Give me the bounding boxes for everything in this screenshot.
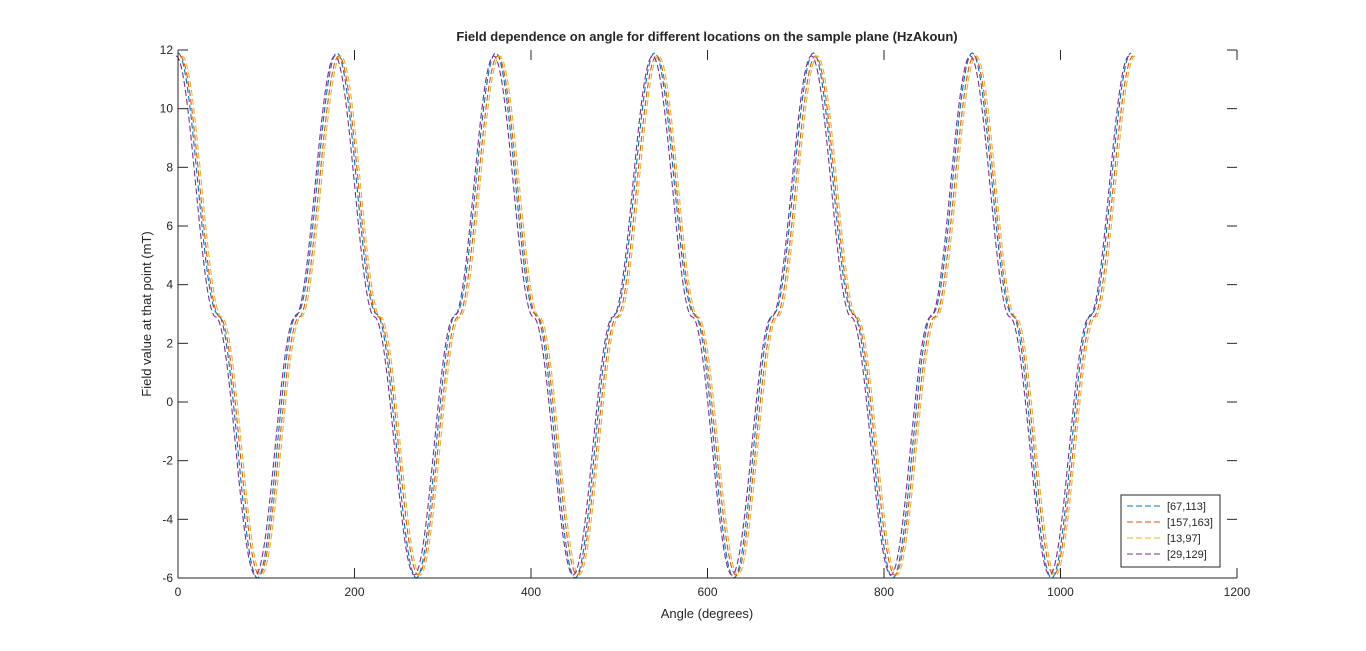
- x-axis-title: Angle (degrees): [661, 606, 754, 621]
- y-tick-label: -6: [162, 571, 173, 585]
- x-tick-label: 800: [874, 585, 894, 599]
- series-line-1: [179, 55, 1134, 576]
- x-tick-label: 0: [175, 585, 182, 599]
- x-tick-label: 1000: [1047, 585, 1074, 599]
- legend-entries: [67,113] [157,163] [13,97] [29,129]: [1127, 501, 1213, 561]
- legend-label: [13,97]: [1167, 533, 1201, 545]
- chart-title: Field dependence on angle for different …: [456, 29, 957, 44]
- y-tick-label: -2: [162, 454, 173, 468]
- y-tick-label: 10: [160, 102, 174, 116]
- series-line-2: [181, 55, 1136, 576]
- legend-label: [157,163]: [1167, 517, 1213, 529]
- y-tick-label: -4: [162, 512, 173, 526]
- series-line-0: [177, 52, 1132, 579]
- series-layer: [175, 52, 1136, 579]
- legend-box: [1120, 494, 1221, 568]
- plot-area: 0 200 400 600 800 1000 1200 -6 -4 -2 0 2 4 6 8 10 12: [160, 43, 1251, 599]
- legend-label: [29,129]: [1167, 549, 1207, 561]
- legend: [67,113] [157,163] [13,97] [29,129]: [1120, 494, 1221, 568]
- x-tick-label: 400: [521, 585, 541, 599]
- plot-background: [178, 50, 1237, 578]
- legend-label: [67,113]: [1167, 501, 1206, 513]
- x-tick-label: 1200: [1224, 585, 1251, 599]
- x-tick-label: 200: [344, 585, 364, 599]
- x-ticks: 0 200 400 600 800 1000 1200: [175, 50, 1251, 599]
- y-tick-label: 2: [166, 336, 173, 350]
- y-tick-label: 8: [166, 160, 173, 174]
- x-tick-label: 600: [697, 585, 717, 599]
- y-tick-label: 12: [160, 43, 174, 57]
- y-tick-label: 4: [166, 278, 173, 292]
- y-tick-label: 0: [166, 395, 173, 409]
- y-tick-label: 6: [166, 219, 173, 233]
- series-line-3: [175, 55, 1130, 576]
- y-axis-title: Field value at that point (mT): [139, 231, 154, 396]
- y-ticks: -6 -4 -2 0 2 4 6 8 10 12: [160, 43, 1237, 585]
